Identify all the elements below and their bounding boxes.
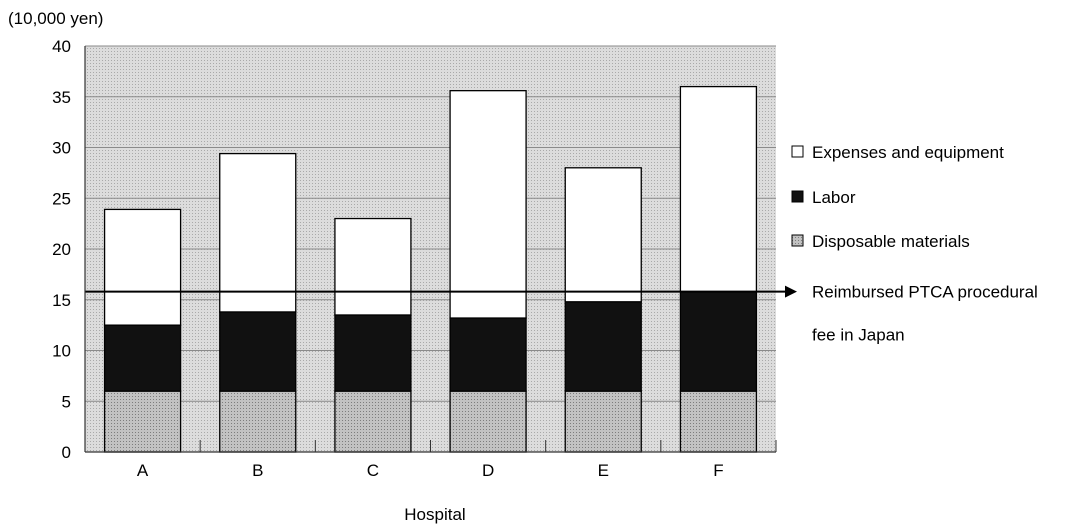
y-tick-label: 5 [62, 392, 71, 411]
plot-area [85, 45, 776, 452]
legend-entry: Labor [812, 188, 856, 207]
y-axis-unit-label: (10,000 yen) [8, 9, 103, 28]
y-tick-label: 40 [52, 37, 71, 56]
x-tick-label: E [598, 461, 609, 480]
bar-segment [103, 324, 182, 392]
bar-segment [449, 317, 527, 392]
x-tick-label: D [482, 461, 494, 480]
reference-line-label: fee in Japan [812, 326, 905, 345]
bar-segment [334, 217, 412, 316]
bar-segment [679, 85, 758, 293]
legend-entry: Expenses and equipment [812, 143, 1004, 162]
bar-segment [103, 208, 182, 326]
y-tick-label: 20 [52, 240, 71, 259]
bar-segment [564, 301, 642, 392]
reference-line-label: Reimbursed PTCA procedural [812, 283, 1038, 302]
reference-line-group: Reimbursed PTCA procedural fee in Japan [85, 283, 1038, 345]
bar-segment [449, 390, 527, 453]
axes: 0 5 10 15 20 25 30 35 40 A B C D E F [52, 37, 777, 480]
bars [103, 85, 758, 453]
y-tick-label: 25 [52, 189, 71, 208]
y-tick-label: 30 [52, 139, 71, 158]
x-tick-label: B [252, 461, 263, 480]
bar-segment [564, 390, 642, 453]
legend-entry: Disposable materials [812, 232, 970, 251]
bar-segment [679, 290, 758, 392]
bar-segment [219, 152, 297, 313]
legend-swatch [791, 145, 804, 158]
reference-arrow-icon [785, 285, 797, 298]
bar-segment [103, 390, 182, 453]
bar-segment [219, 390, 297, 453]
y-tick-label: 10 [52, 342, 71, 361]
x-axis-label: Hospital [404, 505, 465, 524]
bar-segment [449, 90, 527, 319]
y-tick-label: 0 [62, 443, 71, 462]
legend-swatch [791, 234, 804, 247]
bar-segment [679, 390, 758, 453]
y-tick-label: 35 [52, 88, 71, 107]
legend-swatch [791, 190, 804, 203]
bar-segment [334, 314, 412, 392]
y-tick-label: 15 [52, 291, 71, 310]
bar-segment [564, 167, 642, 303]
bar-segment [334, 390, 412, 453]
bar-segment [219, 311, 297, 392]
x-tick-label: A [137, 461, 149, 480]
x-tick-label: F [713, 461, 723, 480]
legend: Expenses and equipment Labor Disposable ma… [791, 143, 1004, 251]
x-tick-label: C [367, 461, 379, 480]
